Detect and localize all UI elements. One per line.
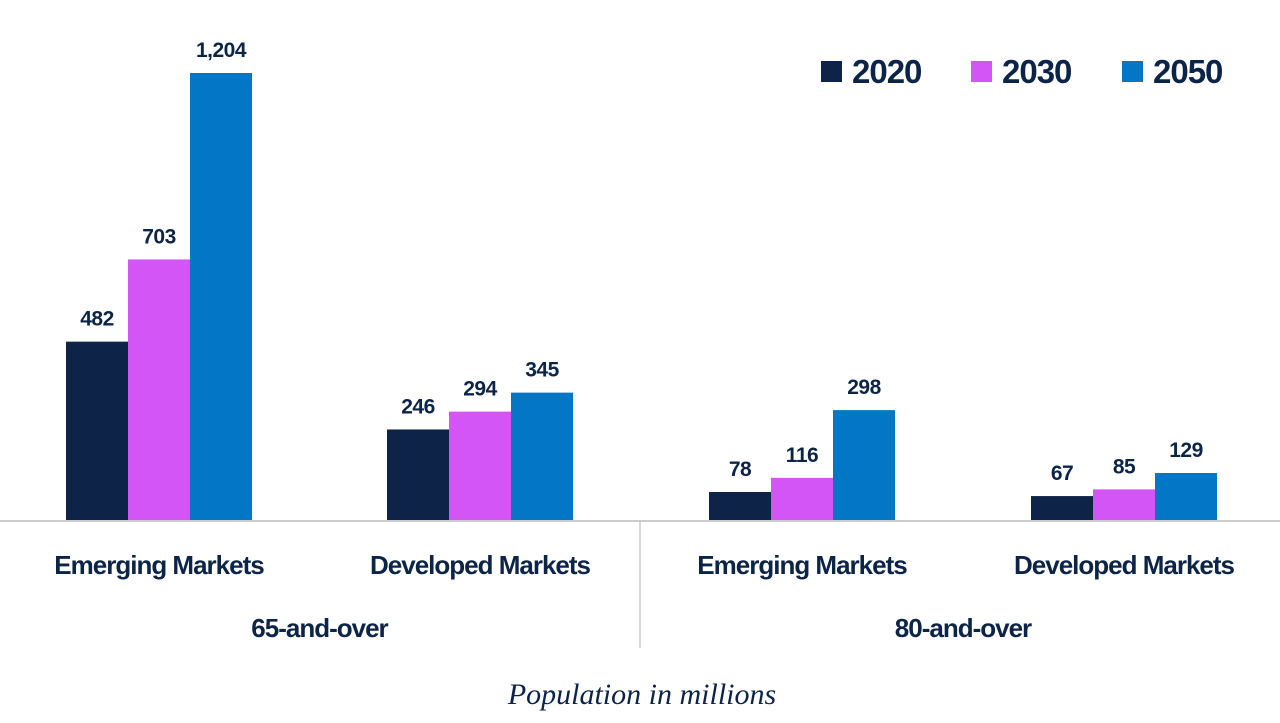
value-label-2020-cat-3: 67 xyxy=(1051,462,1073,485)
category-labels-layer: Emerging Markets Developed Markets Emergin… xyxy=(54,550,1235,580)
legend-label-2020: 2020 xyxy=(852,53,921,90)
bar-2030-cat-0 xyxy=(128,259,190,521)
bar-2030-cat-3 xyxy=(1093,489,1155,521)
value-labels-layer: 482 703 1,204 246 294 345 78 116 298 67 85 129 xyxy=(80,39,1203,485)
category-label-1: Developed Markets xyxy=(370,550,591,580)
group-labels-layer: 65-and-over 80-and-over xyxy=(251,613,1033,643)
value-label-2030-cat-1: 294 xyxy=(463,378,497,401)
bars-layer xyxy=(66,73,1217,521)
category-label-2: Emerging Markets xyxy=(697,550,907,580)
legend-label-2050: 2050 xyxy=(1153,53,1222,90)
group-label-0: 65-and-over xyxy=(251,613,388,643)
category-label-0: Emerging Markets xyxy=(54,550,264,580)
value-label-2030-cat-0: 703 xyxy=(142,225,176,248)
legend-swatch-2030 xyxy=(971,61,992,82)
value-label-2020-cat-0: 482 xyxy=(80,308,114,331)
value-label-2050-cat-1: 345 xyxy=(525,359,559,382)
bar-2030-cat-2 xyxy=(771,477,833,521)
legend: 2020 2030 2050 xyxy=(821,53,1223,90)
bar-2050-cat-2 xyxy=(833,410,895,521)
legend-label-2030: 2030 xyxy=(1002,53,1071,90)
bar-2020-cat-1 xyxy=(387,429,449,521)
category-label-3: Developed Markets xyxy=(1014,550,1235,580)
value-label-2050-cat-2: 298 xyxy=(847,376,881,399)
legend-swatch-2050 xyxy=(1122,61,1143,82)
value-label-2050-cat-0: 1,204 xyxy=(196,39,247,62)
value-label-2020-cat-2: 78 xyxy=(729,458,752,481)
legend-swatch-2020 xyxy=(821,61,842,82)
value-label-2020-cat-1: 246 xyxy=(401,395,435,418)
bar-2020-cat-3 xyxy=(1031,496,1093,521)
bar-2020-cat-2 xyxy=(709,491,771,521)
group-label-1: 80-and-over xyxy=(895,613,1032,643)
bar-2050-cat-0 xyxy=(190,73,252,521)
value-label-2030-cat-2: 116 xyxy=(786,444,818,467)
bar-2050-cat-1 xyxy=(511,392,573,521)
bar-2050-cat-3 xyxy=(1155,473,1217,521)
chart-caption: Population in millions xyxy=(507,678,776,711)
bar-2030-cat-1 xyxy=(449,411,511,521)
value-label-2050-cat-3: 129 xyxy=(1169,439,1203,462)
bar-2020-cat-0 xyxy=(66,341,128,521)
value-label-2030-cat-3: 85 xyxy=(1113,455,1136,478)
